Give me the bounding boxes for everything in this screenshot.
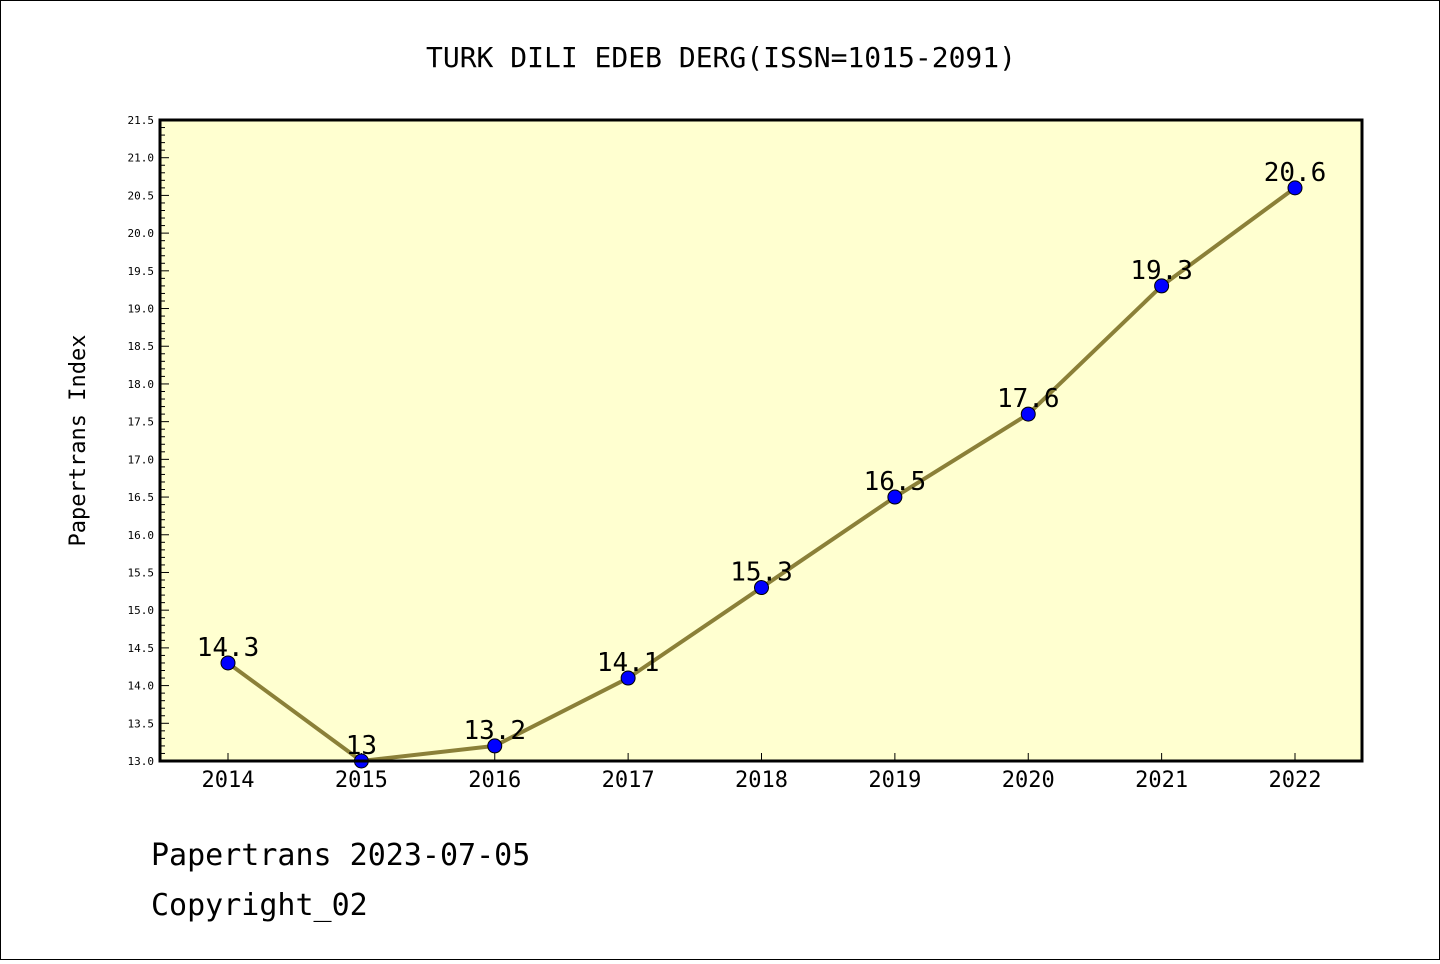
y-tick-label: 15.5: [128, 566, 155, 579]
y-tick-label: 18.0: [128, 378, 155, 391]
y-tick-label: 18.5: [128, 340, 155, 353]
plot-area: [160, 120, 1362, 761]
data-point: [1020, 406, 1036, 422]
x-tick-label: 2017: [602, 768, 655, 793]
y-tick-label: 21.0: [128, 152, 155, 165]
data-point: [220, 655, 236, 671]
y-tick-label: 16.0: [128, 529, 155, 542]
x-tick-label: 2014: [202, 768, 255, 793]
series-group: 14.3 13 13.2 14.1 15.3 16.5 17.6 19.3 20.6: [197, 158, 1327, 769]
data-label: 14.1: [597, 648, 660, 678]
y-tick-label: 13.0: [128, 755, 155, 768]
y-tick-label: 14.5: [128, 642, 155, 655]
x-tick-label: 2018: [735, 768, 788, 793]
y-tick-label: 20.0: [128, 227, 155, 240]
data-label: 19.3: [1130, 256, 1193, 286]
x-tick-label: 2019: [868, 768, 921, 793]
y-tick-label: 21.5: [128, 114, 155, 127]
data-label: 13.2: [463, 716, 526, 746]
footer-date: Papertrans 2023-07-05: [151, 838, 530, 873]
data-label: 13: [346, 731, 377, 761]
data-label: 16.5: [864, 467, 927, 497]
chart-title: TURK DILI EDEB DERG(ISSN=1015-2091): [426, 41, 1016, 74]
data-point: [1154, 278, 1170, 294]
data-label: 15.3: [730, 558, 793, 588]
x-tick-label: 2022: [1269, 768, 1322, 793]
data-point: [620, 670, 636, 686]
y-tick-label: 13.5: [128, 717, 155, 730]
x-tick-label: 2016: [468, 768, 521, 793]
y-tick-label: 19.0: [128, 303, 155, 316]
plot-border: [158, 118, 1364, 763]
y-tick-label: 19.5: [128, 265, 155, 278]
y-tick-label: 17.0: [128, 453, 155, 466]
footer-copyright: Copyright_02: [151, 888, 368, 923]
data-label: 14.3: [197, 633, 260, 663]
data-point: [487, 738, 503, 754]
data-point: [1287, 180, 1303, 196]
y-tick-label: 14.0: [128, 680, 155, 693]
x-tick-label: 2015: [335, 768, 388, 793]
data-label: 17.6: [997, 384, 1060, 414]
x-tick-label: 2020: [1002, 768, 1055, 793]
y-tick-label: 16.5: [128, 491, 155, 504]
y-tick-label: 20.5: [128, 189, 155, 202]
x-tick-label: 2021: [1135, 768, 1188, 793]
axis-ticks: 13.0 13.5 14.0 14.5 15.0 15.5 16.0 16.5 17.0 17.5…: [128, 114, 1322, 793]
data-label: 20.6: [1264, 158, 1327, 188]
data-point: [754, 580, 769, 596]
y-tick-label: 17.5: [128, 416, 155, 429]
data-point: [887, 489, 903, 505]
y-tick-label: 15.0: [128, 604, 155, 617]
y-axis-label: Papertrans Index: [66, 335, 91, 547]
